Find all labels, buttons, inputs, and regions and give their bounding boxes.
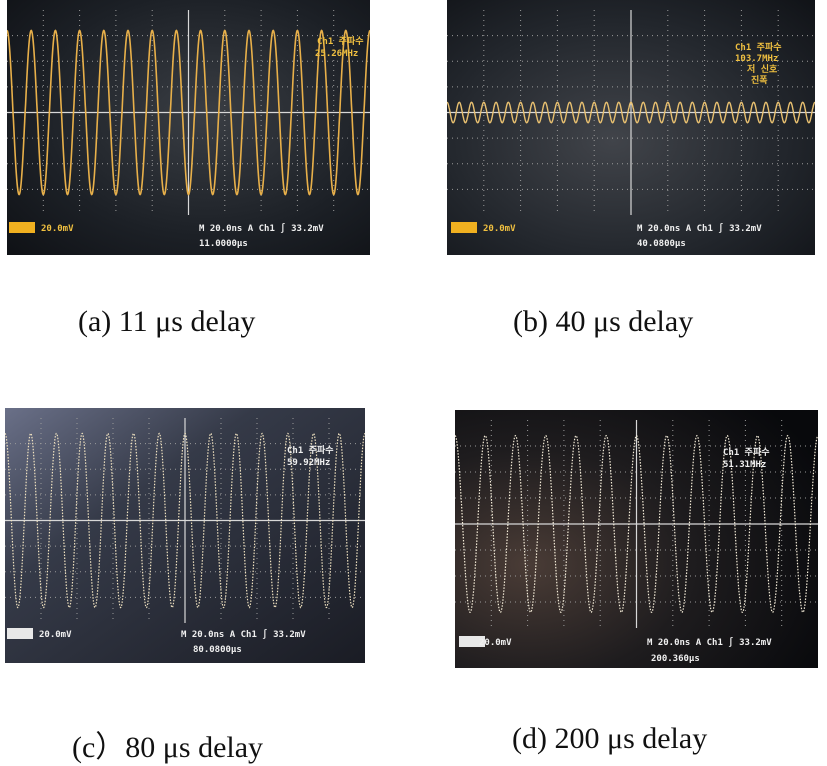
ch1-badge-a (9, 222, 35, 233)
grid-a (7, 10, 370, 215)
ch1-scale-b: 20.0mV (483, 224, 516, 234)
ch1-badge-d (459, 636, 485, 647)
readout-title-b: Ch1 주파수 (735, 41, 782, 53)
caption-a: (a) 11 μs delay (78, 305, 256, 338)
timebase-d: M 20.0ns A Ch1 ∫ 33.2mV (647, 637, 772, 648)
ch1-scale-a: 20.0mV (41, 224, 74, 234)
readout-value-b: 103.7MHz (735, 54, 778, 64)
timebase-c: M 20.0ns A Ch1 ∫ 33.2mV (181, 629, 306, 640)
caption-c: (c）80 μs delay (72, 731, 264, 764)
readout-title-d: Ch1 주파수 (723, 446, 770, 458)
timebase-b: M 20.0ns A Ch1 ∫ 33.2mV (637, 223, 762, 234)
readout-title-a: Ch1 주파수 (317, 35, 364, 47)
ch1-scale-d: 20.0mV (479, 638, 512, 648)
grid-d (455, 420, 818, 628)
readout-extra2-b: 진폭 (751, 74, 768, 86)
scope-screen-c: Ch1 주파수 59.92MHz 20.0mV M 20.0ns A Ch1 ∫… (5, 408, 365, 663)
timebase-a: M 20.0ns A Ch1 ∫ 33.2mV (199, 223, 324, 234)
waveform-a (7, 29, 370, 196)
readout-value-c: 59.92MHz (287, 458, 330, 468)
grid-b (447, 10, 815, 215)
readout-value-d: 51.31MHz (723, 460, 766, 470)
scope-screen-a: Ch1 주파수 25.26MHz 20.0mV M 20.0ns A Ch1 ∫… (7, 0, 370, 255)
scope-screen-b: Ch1 주파수 103.7MHz 저 신호 진폭 20.0mV M 20.0ns… (447, 0, 815, 255)
scope-panel-b: Ch1 주파수 103.7MHz 저 신호 진폭 20.0mV M 20.0ns… (447, 0, 815, 255)
readout-title-c: Ch1 주파수 (287, 444, 334, 456)
scope-panel-d: Ch1 주파수 51.31MHz 20.0mV M 20.0ns A Ch1 ∫… (455, 410, 818, 668)
delay-readout-a: 11.0000µs (199, 239, 248, 249)
readout-extra-b: 저 신호 (747, 63, 778, 75)
ch1-badge-c (7, 628, 33, 639)
grid-c (5, 418, 365, 623)
caption-b: (b) 40 μs delay (513, 305, 694, 338)
waveform-b (447, 101, 815, 124)
caption-d: (d) 200 μs delay (512, 722, 708, 755)
scope-screen-d: Ch1 주파수 51.31MHz 20.0mV M 20.0ns A Ch1 ∫… (455, 410, 818, 668)
waveform-d (455, 434, 818, 613)
delay-readout-b: 40.0800µs (637, 239, 686, 249)
ch1-scale-c: 20.0mV (39, 630, 72, 640)
readout-value-a: 25.26MHz (315, 49, 358, 59)
scope-panel-c: Ch1 주파수 59.92MHz 20.0mV M 20.0ns A Ch1 ∫… (5, 408, 365, 663)
ch1-badge-b (451, 222, 477, 233)
delay-readout-d: 200.360µs (651, 654, 700, 664)
waveform-c (5, 432, 365, 609)
scope-panel-a: Ch1 주파수 25.26MHz 20.0mV M 20.0ns A Ch1 ∫… (7, 0, 370, 255)
delay-readout-c: 80.0800µs (193, 645, 242, 655)
